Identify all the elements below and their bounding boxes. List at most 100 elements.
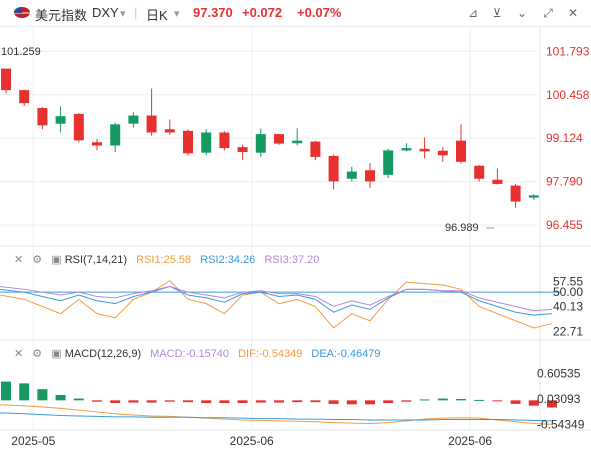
candle-body bbox=[255, 134, 266, 153]
macd-histogram-bar bbox=[183, 400, 193, 403]
time-tick-label: 2025-06 bbox=[448, 434, 492, 448]
macd-tick-label: -0.54349 bbox=[537, 418, 585, 432]
dif-value: DIF:-0.54349 bbox=[238, 348, 303, 360]
rsi-tick-label: 57.55 bbox=[553, 274, 583, 288]
candle-body bbox=[55, 116, 66, 124]
period-dropdown-icon[interactable]: ▾ bbox=[174, 8, 180, 20]
rsi-settings-icon[interactable]: ⚙ bbox=[32, 254, 43, 266]
macd-toggle-icon[interactable]: ▣ bbox=[51, 348, 62, 360]
grid-lines bbox=[0, 26, 591, 431]
candle-body bbox=[401, 148, 412, 151]
rsi-tick-label: 22.71 bbox=[553, 324, 583, 338]
time-tick-label: 2025-05 bbox=[11, 434, 55, 448]
rsi-toggle-icon[interactable]: ▣ bbox=[51, 254, 62, 266]
candlestick-series bbox=[1, 68, 539, 229]
macd-histogram-bar bbox=[73, 398, 84, 401]
candle-body bbox=[110, 124, 121, 146]
price-tick-label: 100.458 bbox=[546, 88, 590, 102]
macd-histogram-bar bbox=[55, 394, 66, 401]
toolbar-divider: | bbox=[134, 5, 138, 20]
rsi-lines bbox=[0, 280, 553, 329]
candle-body bbox=[328, 155, 339, 182]
rsi-title: RSI(7,14,21) bbox=[64, 254, 128, 266]
macd-histogram-bar bbox=[328, 400, 339, 404]
macd-title: MACD(12,26,9) bbox=[64, 348, 142, 360]
price-tick-label: 97.790 bbox=[546, 175, 583, 189]
rsi1-legend: RSI1:25.58 bbox=[136, 254, 192, 266]
macd-histogram-bar bbox=[346, 400, 357, 405]
candle-body bbox=[37, 108, 48, 126]
macd-histogram-bar bbox=[310, 400, 321, 403]
close-icon[interactable]: ✕ bbox=[567, 6, 579, 20]
macd-histogram-bar bbox=[92, 400, 102, 402]
macd-histogram-bar bbox=[1, 381, 11, 401]
candle-body bbox=[128, 115, 139, 124]
macd-histogram-bar bbox=[274, 400, 284, 403]
macd-tick-label: 0.03093 bbox=[537, 392, 581, 406]
rsi3-legend: RSI3:37.20 bbox=[264, 254, 320, 266]
rsi2-legend: RSI2:34.26 bbox=[200, 254, 256, 266]
last-price: 97.370 bbox=[193, 5, 233, 20]
candle-body bbox=[528, 195, 539, 198]
price-tick-label: 99.124 bbox=[546, 131, 583, 145]
price-tick-label: 96.455 bbox=[546, 218, 583, 232]
macd-tick-label: 0.60535 bbox=[537, 366, 581, 380]
indicator-icon[interactable]: ⊿ bbox=[467, 6, 479, 20]
period-selector[interactable]: 日K bbox=[146, 8, 168, 23]
candle-body bbox=[365, 170, 375, 182]
candle-body bbox=[1, 68, 11, 91]
rsi-tick-label: 40.13 bbox=[553, 299, 583, 313]
macd-histogram-bar bbox=[255, 400, 266, 403]
price-change-pct: +0.07% bbox=[297, 5, 342, 20]
macd-histogram-bar bbox=[456, 399, 466, 401]
candle-body bbox=[492, 179, 503, 184]
candle-body bbox=[292, 140, 303, 144]
macd-value: MACD:-0.15740 bbox=[150, 348, 230, 360]
macd-collapse-icon[interactable]: ✕ bbox=[14, 348, 24, 360]
macd-histogram-bar bbox=[492, 400, 503, 402]
candle-body bbox=[456, 140, 466, 162]
price-change: +0.072 bbox=[242, 5, 283, 20]
macd-histogram-bar bbox=[237, 400, 248, 404]
dea-line bbox=[0, 412, 553, 422]
macd-histogram-bar bbox=[146, 400, 157, 403]
low-annotation: 96.989 bbox=[445, 222, 479, 234]
candle-body bbox=[164, 129, 175, 133]
rsi-line bbox=[0, 285, 553, 312]
candle-body bbox=[346, 171, 357, 179]
macd-histogram-bar bbox=[219, 400, 230, 404]
rsi-legend: ✕ ⚙ ▣ RSI(7,14,21) RSI1:25.58 RSI2:34.26… bbox=[14, 253, 325, 266]
candle-body bbox=[310, 141, 321, 157]
chart-toolbar: 美元指数 DXY ▾ | 日K ▾ 97.370 +0.072 +0.07% ⊿… bbox=[0, 0, 591, 27]
rsi-collapse-icon[interactable]: ✕ bbox=[14, 254, 24, 266]
candle-body bbox=[19, 90, 30, 104]
macd-settings-icon[interactable]: ⚙ bbox=[32, 348, 43, 360]
macd-histogram-bar bbox=[383, 400, 394, 404]
instrument-code: DXY bbox=[92, 5, 119, 20]
macd-histogram-bar bbox=[419, 399, 430, 401]
macd-histogram-bar bbox=[37, 389, 48, 401]
rsi-line bbox=[0, 285, 553, 316]
time-tick-label: 2025-06 bbox=[230, 434, 274, 448]
code-dropdown-icon[interactable]: ▾ bbox=[120, 8, 126, 20]
price-tick-label: 101.793 bbox=[546, 44, 590, 58]
candle-body bbox=[510, 185, 521, 202]
expand-icon[interactable]: ⤢ bbox=[543, 6, 553, 20]
macd-histogram-bar bbox=[401, 400, 412, 402]
dif-line bbox=[0, 404, 553, 425]
candle-body bbox=[201, 132, 212, 153]
candle-body bbox=[183, 130, 193, 154]
y-axis-labels: 101.793 100.458 99.124 97.790 96.455 57.5550.… bbox=[537, 44, 590, 431]
candle-body bbox=[474, 165, 485, 179]
macd-histogram-bar bbox=[19, 383, 30, 401]
macd-histogram-bar bbox=[110, 400, 121, 404]
high-annotation: 101.259 bbox=[1, 46, 41, 58]
candle-body bbox=[437, 150, 448, 156]
compare-icon[interactable]: ⌄ bbox=[516, 6, 528, 20]
dea-value: DEA:-0.46479 bbox=[311, 348, 381, 360]
candle-body bbox=[383, 150, 394, 175]
candle-body bbox=[219, 132, 230, 149]
drawing-tools-icon[interactable]: ⊻ bbox=[492, 6, 502, 20]
rsi-tick-label: 50.00 bbox=[553, 285, 583, 299]
